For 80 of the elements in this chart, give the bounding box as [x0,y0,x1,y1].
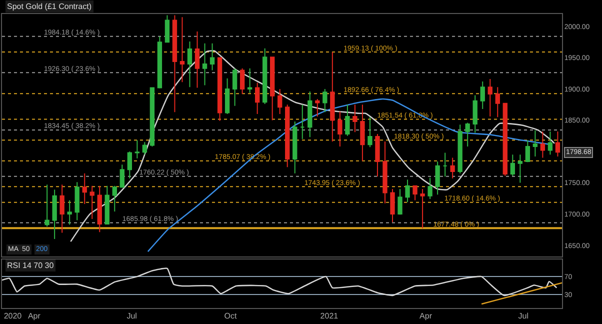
candlestick [375,134,380,178]
candlestick [127,151,132,179]
candlestick [157,36,162,89]
candlestick [495,86,500,118]
candlestick [134,140,140,159]
candlestick [488,78,492,118]
candlestick [270,56,275,121]
candlestick [428,177,432,200]
candlestick [480,81,485,110]
chart-title: Spot Gold (£1 Contract) [7,2,92,11]
candlestick [330,52,335,142]
candlestick [202,42,208,86]
x-tick-label: 2021 [320,312,339,321]
candlestick [510,154,515,176]
candlestick [525,140,530,163]
chart-title: RSI 14 70 30 [7,261,54,270]
candlestick [240,68,245,95]
candlestick [194,31,200,88]
candlestick [390,188,395,223]
candlestick [518,154,522,184]
line-series [70,50,556,242]
candlestick [82,172,87,205]
candlestick [322,88,328,113]
candlestick [532,130,538,158]
candlestick [104,185,110,225]
candlestick [442,152,448,178]
candlestick [278,88,282,115]
candlestick [224,78,230,115]
line-series [2,268,558,296]
candlestick [352,104,358,133]
candlestick [308,91,312,138]
candlestick [97,185,102,233]
candlestick [74,182,80,221]
candlestick [150,87,155,148]
candlestick [164,14,170,43]
candlestick [458,124,462,174]
x-tick-label: Jul [126,312,138,321]
x-tick-label: Jul [518,312,529,321]
x-tick-label: Oct [224,312,238,321]
candlestick [254,82,260,115]
candlestick [435,161,440,196]
candlestick [187,41,192,88]
candlestick [450,157,455,179]
candlestick [172,14,178,113]
candlestick [368,116,372,148]
candlestick [360,104,365,162]
candlestick [60,184,64,234]
candlestick [382,141,388,204]
candlestick [315,98,320,118]
candlestick [247,68,252,94]
candlestick [420,188,425,229]
candlestick [540,131,546,158]
candlestick [217,57,222,122]
candlestick [180,16,185,83]
candlestick [555,131,560,158]
candlestick [405,179,410,203]
candlestick [285,104,290,168]
candlestick [300,104,305,140]
candlestick [44,184,50,228]
candlestick [262,48,268,105]
candlestick [398,188,402,216]
candlestick [67,200,72,226]
candlestick [338,111,342,148]
candlestick [465,122,470,148]
candlestick [502,102,508,176]
candlestick [142,142,148,156]
candlestick [90,185,94,220]
candlestick [412,185,418,201]
x-tick-label: Apr [28,312,41,321]
candlestick [52,189,57,240]
candlestick [292,121,298,174]
candlestick [112,185,117,212]
candlestick [345,104,350,136]
candlestick [548,131,553,156]
candlestick [120,164,124,188]
candlestick [232,68,238,106]
candlestick [472,94,478,134]
x-tick-label: 2020 [4,312,22,321]
candlestick [210,42,215,71]
x-tick-label: Apr [420,312,432,321]
